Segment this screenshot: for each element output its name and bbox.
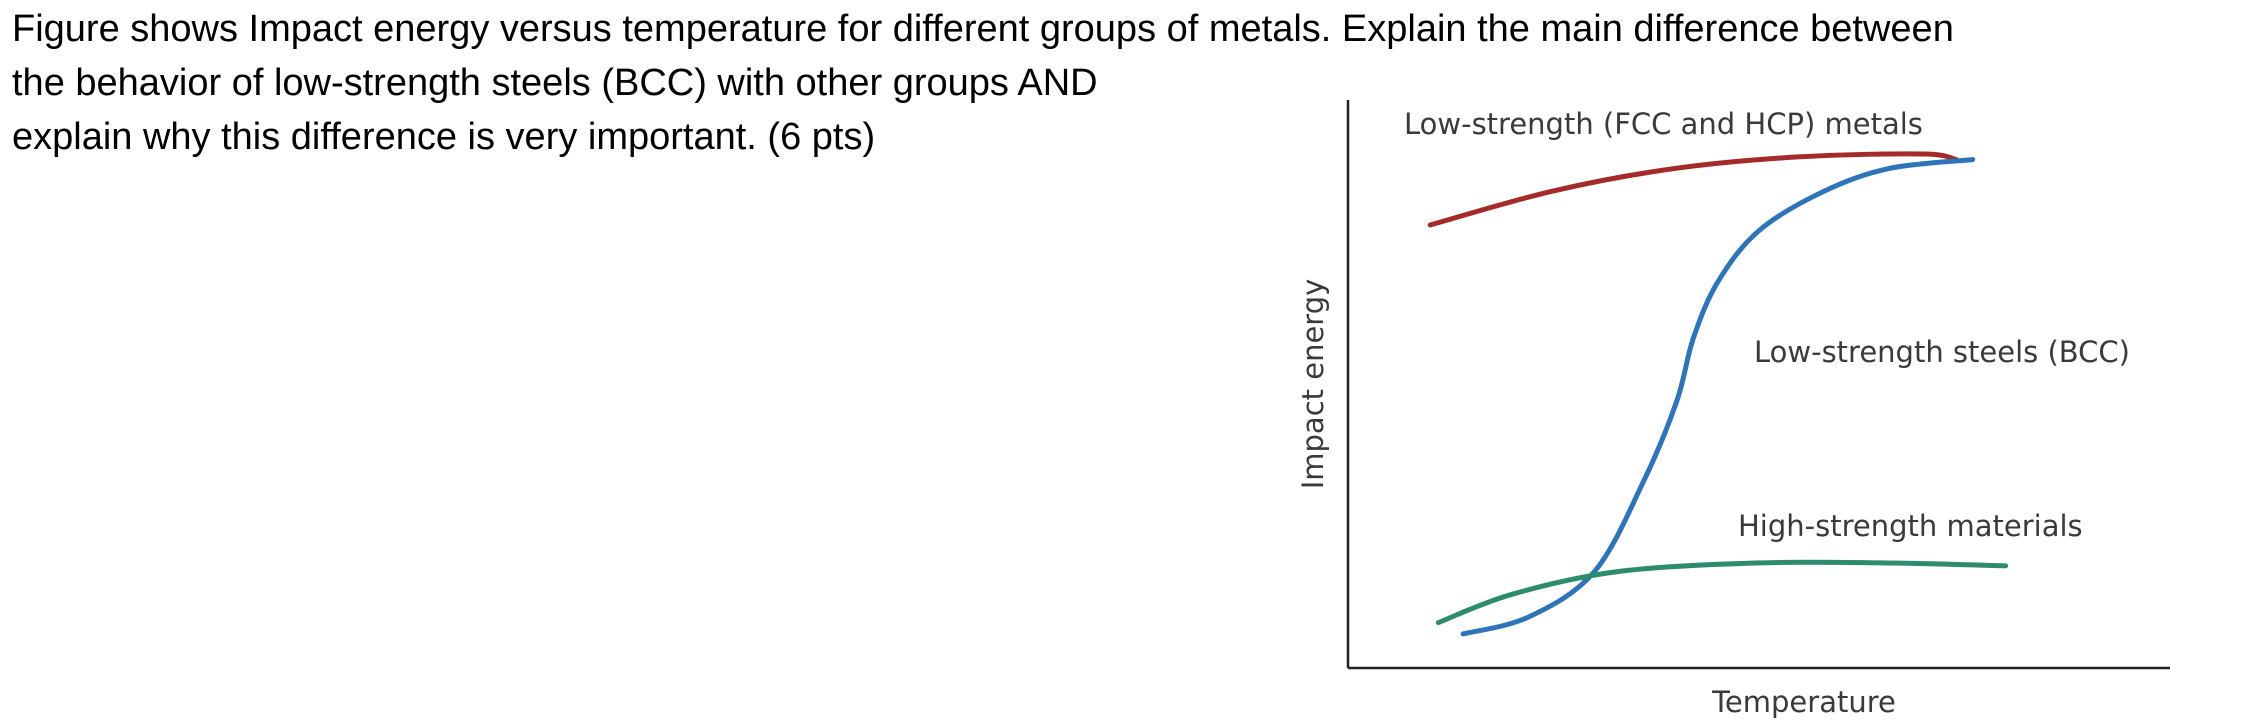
- series-label-high-strength: High-strength materials: [1738, 509, 2083, 543]
- question-text: Figure shows Impact energy versus temper…: [12, 2, 2242, 164]
- series-label-fcc-hcp: Low-strength (FCC and HCP) metals: [1404, 107, 1923, 141]
- question-line: explain why this difference is very impo…: [12, 116, 876, 158]
- series-line-bcc-steels: [1460, 157, 1976, 637]
- x-axis-label: Temperature: [1711, 685, 1896, 719]
- question-line: the behavior of low-strength steels (BCC…: [12, 62, 1098, 104]
- series-label-bcc-steels: Low-strength steels (BCC): [1754, 335, 2130, 369]
- impact-energy-figure: Temperature Impact energy Low-strength (…: [1270, 90, 2190, 726]
- y-axis-label: Impact energy: [1296, 279, 1330, 490]
- series-line-fcc-hcp: [1427, 151, 1959, 228]
- question-line: Figure shows Impact energy versus temper…: [12, 8, 1954, 50]
- series-group: [1427, 151, 2009, 637]
- series-line-high-strength: [1435, 559, 2009, 626]
- impact-energy-chart: Temperature Impact energy Low-strength (…: [1296, 100, 2170, 719]
